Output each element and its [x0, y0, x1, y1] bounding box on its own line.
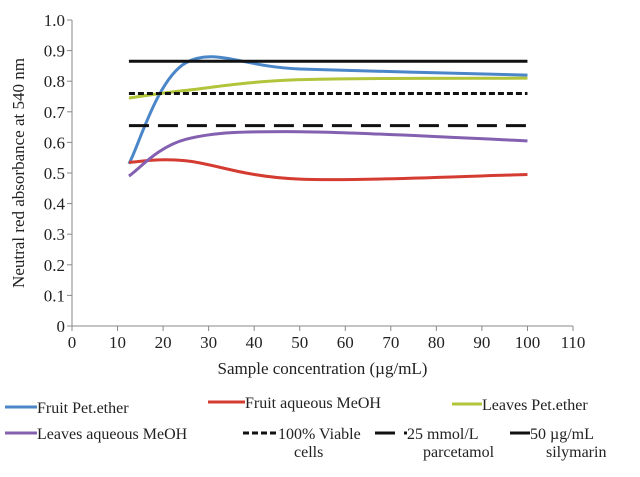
y-tick-label: 0.8 [44, 72, 65, 91]
series-line [127, 55, 528, 165]
x-tick-label: 10 [109, 333, 126, 352]
x-tick-label: 60 [337, 333, 354, 352]
x-tick-label: 70 [382, 333, 399, 352]
y-tick-label: 0.4 [44, 195, 66, 214]
y-tick-label: 0.5 [44, 164, 65, 183]
y-tick-label: 0.9 [44, 42, 65, 61]
series-group [127, 55, 528, 182]
series-line [128, 130, 528, 178]
x-axis-title: Sample concentration (µg/mL) [218, 359, 428, 378]
x-tick-label: 100 [515, 333, 541, 352]
y-tick-label: 0.7 [44, 103, 66, 122]
legend-label: Leaves aqueous MeOH [37, 426, 188, 443]
x-tick-label: 80 [428, 333, 445, 352]
x-tick-label: 0 [68, 333, 77, 352]
tick-group: 0 0.1 0.2 0.3 0.4 0.5 0.6 0.7 0.8 0.9 1.0 0 10 20 30 40… [44, 11, 586, 352]
legend-label: silymarin [546, 444, 606, 461]
legend-label: parcetamol [423, 444, 495, 461]
legend-label: 25 mmol/L [407, 426, 479, 443]
series-line [128, 76, 528, 100]
legend-label: 50 µg/mL [530, 426, 594, 443]
legend-label: Fruit Pet.ether [37, 400, 129, 417]
x-tick-label: 110 [561, 333, 586, 352]
series-line [128, 158, 528, 182]
x-tick-label: 30 [200, 333, 217, 352]
y-tick-label: 0.2 [44, 256, 65, 275]
chart-axes [71, 20, 573, 327]
y-tick-label: 0.3 [44, 225, 65, 244]
x-tick-label: 20 [155, 333, 172, 352]
y-tick-label: 0 [57, 317, 66, 336]
legend-label: cells [294, 444, 323, 461]
y-tick-label: 0.6 [44, 133, 65, 152]
legend: Fruit Pet.ether Fruit aqueous MeOH Leaves … [5, 395, 606, 461]
y-tick-label: 0.1 [44, 286, 65, 305]
legend-label: Fruit aqueous MeOH [245, 395, 381, 412]
x-tick-label: 50 [291, 333, 308, 352]
legend-label: Leaves Pet.ether [482, 397, 588, 414]
y-axis-title: Neutral red absorbance at 540 nm [9, 58, 28, 288]
legend-label: 100% Viable [278, 426, 361, 443]
x-tick-label: 90 [473, 333, 490, 352]
x-tick-label: 40 [246, 333, 263, 352]
y-tick-label: 1.0 [44, 11, 65, 30]
